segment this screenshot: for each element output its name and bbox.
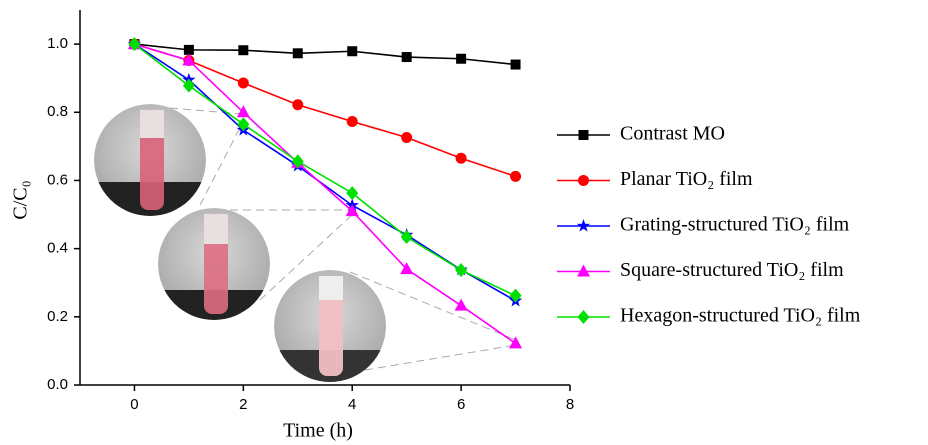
- marker: [402, 52, 412, 62]
- marker: [510, 289, 522, 303]
- marker: [577, 219, 590, 232]
- y-tick-label: 0.2: [47, 308, 68, 325]
- marker: [455, 299, 468, 311]
- legend-label: Planar TiO₂ film: [620, 168, 753, 190]
- marker: [510, 171, 521, 182]
- legend-label: Contrast MO: [620, 123, 725, 145]
- y-tick-label: 0.0: [47, 376, 68, 393]
- legend-label: Grating-structured TiO₂ film: [620, 214, 850, 236]
- x-axis-label: Time (h): [283, 420, 353, 442]
- x-tick-label: 8: [566, 396, 574, 413]
- marker: [347, 46, 357, 56]
- marker: [238, 45, 248, 55]
- photo: [90, 104, 210, 222]
- legend-label: Hexagon-structured TiO₂ film: [620, 305, 861, 327]
- marker: [401, 132, 412, 143]
- x-tick-label: 4: [348, 396, 356, 413]
- marker: [456, 153, 467, 164]
- y-tick-label: 0.8: [47, 103, 68, 120]
- marker: [578, 175, 589, 186]
- chart: Time (h) C/C₀ 0 2 4 6 8 0.0 0.2 0.4 0.6 0.8 1.0 Con…: [0, 0, 928, 445]
- marker: [293, 48, 303, 58]
- marker: [346, 186, 358, 200]
- marker: [184, 45, 194, 55]
- photo: [155, 208, 275, 330]
- y-axis-label: C/C₀: [10, 180, 32, 219]
- marker: [183, 79, 195, 93]
- marker: [511, 60, 521, 70]
- photo: [270, 270, 390, 390]
- y-tick-label: 1.0: [47, 35, 68, 52]
- marker: [455, 263, 467, 277]
- marker: [347, 116, 358, 127]
- marker: [577, 265, 590, 277]
- y-tick-label: 0.6: [47, 171, 68, 188]
- marker: [292, 99, 303, 110]
- x-tick-label: 0: [130, 396, 138, 413]
- connector: [365, 345, 516, 370]
- x-tick-label: 6: [457, 396, 465, 413]
- y-tick-label: 0.4: [47, 240, 68, 257]
- x-tick-label: 2: [239, 396, 247, 413]
- marker: [578, 310, 590, 324]
- marker: [456, 54, 466, 64]
- marker: [238, 77, 249, 88]
- connector: [200, 122, 243, 205]
- legend-label: Square-structured TiO₂ film: [620, 259, 844, 281]
- connector: [170, 108, 243, 114]
- marker: [579, 130, 589, 140]
